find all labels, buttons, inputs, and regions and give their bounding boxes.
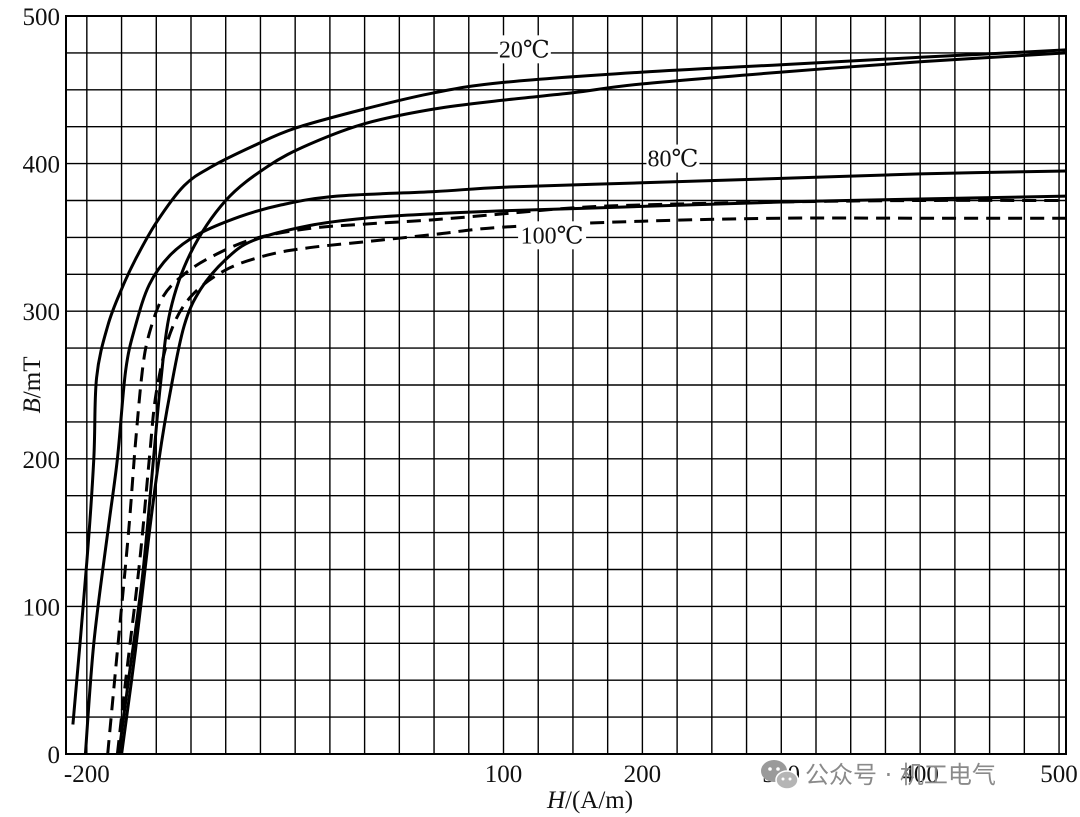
y-tick-label: 200 <box>23 447 61 474</box>
curve-label: 80℃ <box>648 147 699 173</box>
curve-label: 20℃ <box>499 37 550 63</box>
y-tick-label: 400 <box>23 152 61 179</box>
y-axis-label: B/mT <box>19 357 46 414</box>
x-tick-label: 400 <box>901 761 939 788</box>
curve-20c-lower <box>117 51 1067 755</box>
x-axis-unit: /(A/m) <box>565 787 633 814</box>
x-tick-label: -200 <box>64 761 110 788</box>
curve-20c-upper <box>71 48 1067 725</box>
x-tick-label: 500 <box>1040 761 1078 788</box>
y-axis-variable: B <box>19 398 46 413</box>
curve-label-background <box>646 144 700 173</box>
watermark-text: 公众号 · 机工电气 <box>805 761 996 789</box>
x-tick-label: 100 <box>485 761 523 788</box>
plot-frame <box>65 15 1067 755</box>
y-tick-label: 300 <box>23 299 61 326</box>
x-tick-label: 200 <box>624 761 662 788</box>
curves <box>71 48 1067 755</box>
curve-80c-upper <box>83 169 1067 755</box>
y-axis-unit: /mT <box>19 357 46 399</box>
y-tick-labels: 0 100 200 300 400 500 <box>23 4 61 769</box>
y-tick-label: 500 <box>23 4 61 31</box>
grid-lines <box>66 15 1066 755</box>
curve-label: 100℃ <box>521 223 584 249</box>
curve-100c-upper <box>106 198 1067 755</box>
wechat-icon <box>761 760 799 790</box>
curve-labels: 20℃ 80℃ 100℃ <box>497 35 700 250</box>
curve-label-background <box>497 35 551 64</box>
curve-label-background <box>518 221 587 250</box>
y-tick-label: 0 <box>48 742 61 769</box>
y-tick-label: 100 <box>23 594 61 621</box>
watermark: 公众号 · 机工电气 <box>761 760 996 790</box>
curve-100c-lower <box>115 216 1066 755</box>
x-axis-label: H/(A/m) <box>546 787 633 814</box>
x-axis-variable: H <box>546 787 567 814</box>
